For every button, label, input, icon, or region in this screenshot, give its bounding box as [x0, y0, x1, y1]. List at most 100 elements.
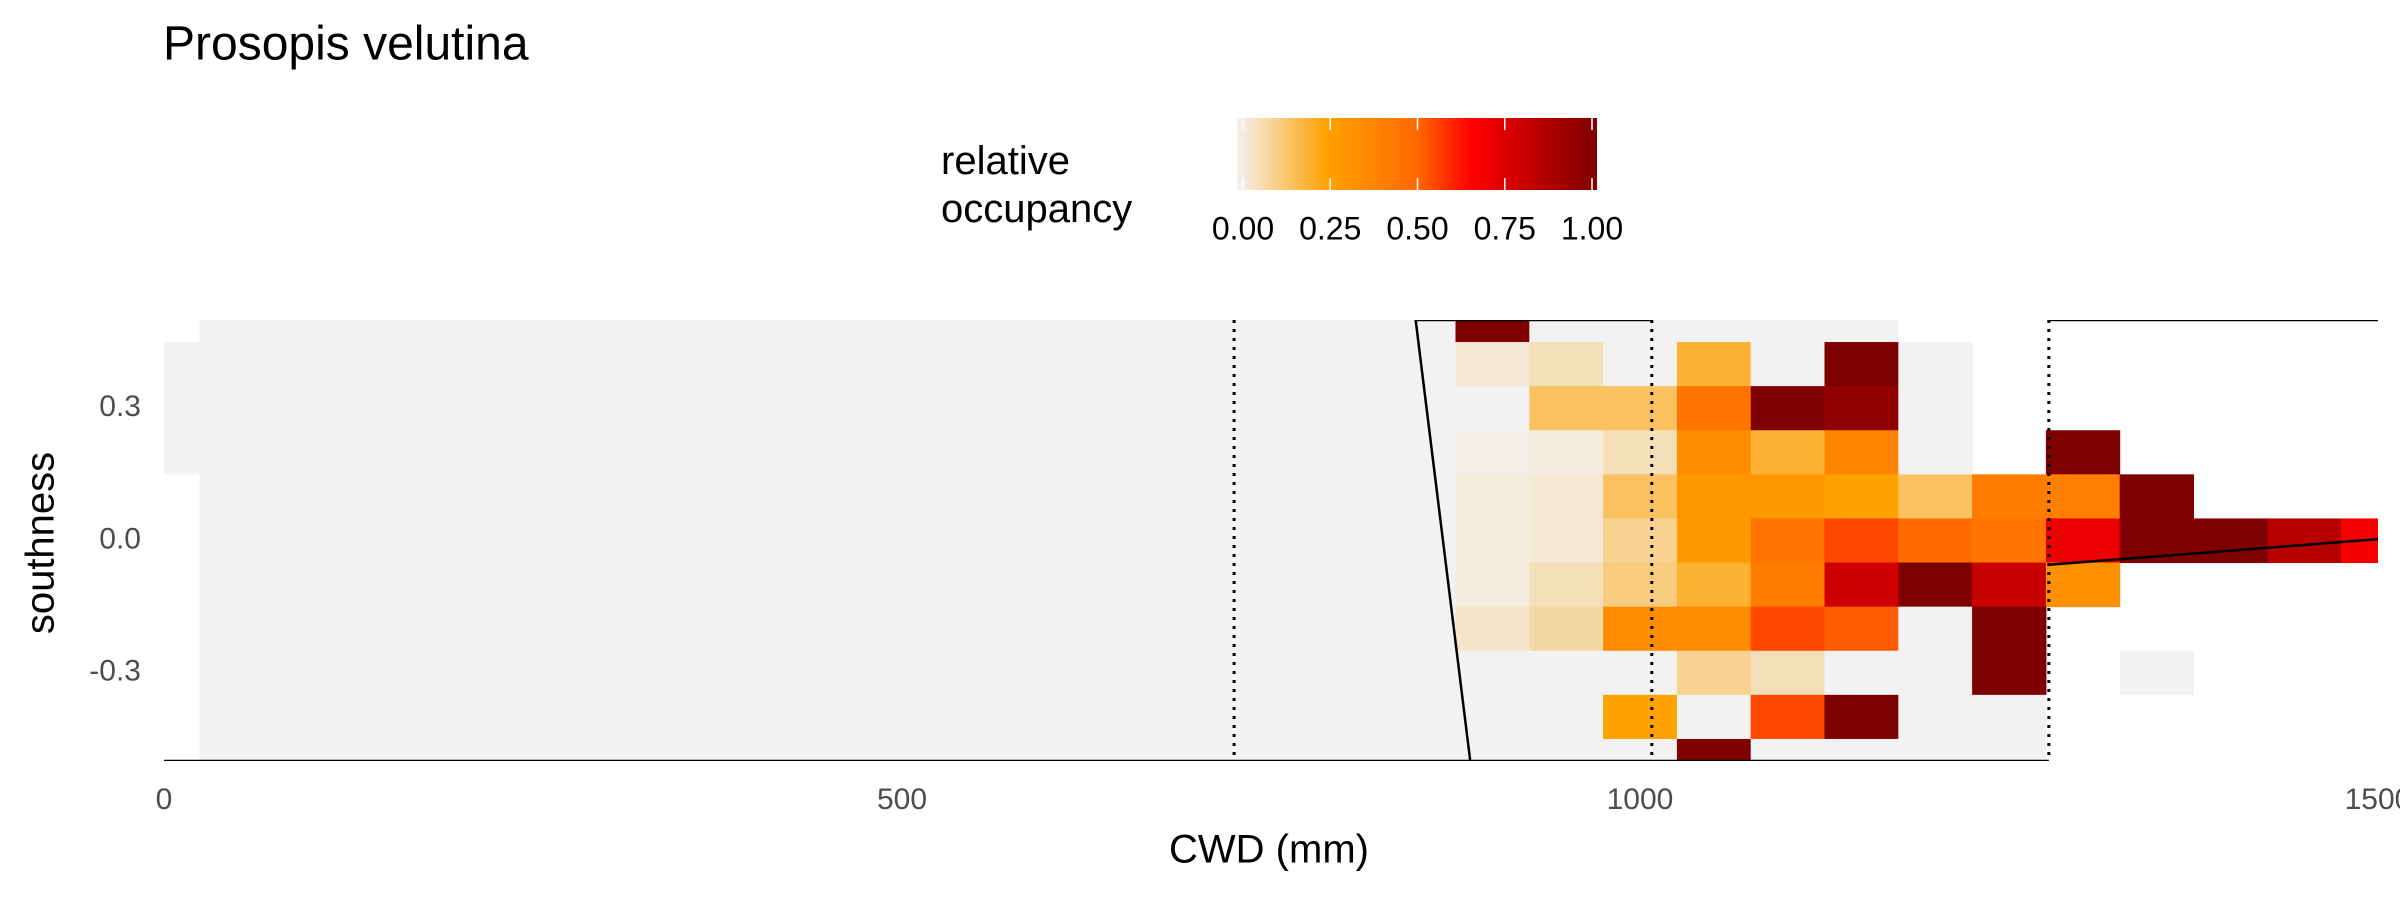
- heatmap-cell: [1824, 430, 1899, 475]
- heatmap-cell: [1898, 694, 1973, 740]
- heatmap-cell: [1529, 650, 1604, 696]
- heatmap-cell: [1898, 474, 1973, 519]
- heatmap-cell: [1750, 474, 1825, 519]
- heatmap-cell: [1603, 430, 1678, 475]
- heatmap-cell: [1824, 474, 1899, 519]
- legend-tick-label: 0.00: [1212, 210, 1274, 246]
- heatmap-block: [164, 342, 200, 475]
- heatmap-cell: [1750, 386, 1825, 431]
- heatmap-cell: [1972, 650, 2047, 696]
- heatmap-cell: [1529, 518, 1604, 564]
- heatmap-cell: [1898, 342, 1973, 387]
- boundary-line: [2048, 537, 2378, 567]
- heatmap-cell: [1750, 650, 1825, 696]
- heatmap-cell: [1603, 386, 1678, 431]
- heatmap-cell: [1824, 606, 1899, 652]
- heatmap-cell: [1455, 606, 1530, 652]
- heatmap-cell: [1603, 738, 1678, 761]
- heatmap-cell: [1898, 606, 1973, 652]
- heatmap-cell: [2045, 474, 2121, 519]
- heatmap-cell: [1603, 342, 1678, 387]
- x-tick-label: 1500: [2345, 783, 2400, 816]
- heatmap-cell: [1603, 474, 1678, 519]
- heatmap-cell: [1603, 650, 1678, 696]
- heatmap-cell: [1603, 606, 1678, 652]
- heatmap-cell: [1529, 320, 1604, 343]
- heatmap-cell: [1750, 562, 1825, 608]
- heatmap-cell: [1972, 518, 2047, 564]
- y-tick-label: 0.3: [99, 390, 141, 423]
- legend-title: relative occupancy: [941, 139, 1132, 231]
- heatmap-cell: [1898, 650, 1973, 696]
- heatmap-cell: [2119, 650, 2194, 696]
- boundary-line: [1414, 320, 1472, 761]
- heatmap-cell: [1898, 430, 1973, 475]
- heatmap-cell: [2267, 518, 2342, 564]
- heatmap-cell: [1824, 518, 1899, 564]
- heatmap-cell: [1455, 738, 1530, 761]
- heatmap-cell: [2045, 518, 2121, 564]
- heatmap-cell: [1603, 694, 1678, 740]
- heatmap-cell: [1824, 562, 1899, 608]
- heatmap-cell: [1750, 606, 1825, 652]
- heatmap-cell: [1972, 562, 2047, 608]
- heatmap-cell: [1455, 342, 1530, 387]
- heatmap-cell: [1676, 342, 1752, 387]
- legend-tick-label: 0.75: [1474, 210, 1536, 246]
- heatmap-cell: [1529, 430, 1604, 475]
- x-tick-label: 0: [156, 783, 173, 816]
- heatmap-cell: [1750, 518, 1825, 564]
- heatmap-cell: [1529, 562, 1604, 608]
- x-tick-label: 1000: [1607, 783, 1674, 816]
- heatmap-cell: [1676, 320, 1752, 343]
- heatmap-cell: [1750, 320, 1825, 343]
- y-tick-label: -0.3: [89, 655, 141, 688]
- heatmap-cell: [1603, 562, 1678, 608]
- heatmap-cell: [1455, 320, 1530, 343]
- chart-title: Prosopis velutina: [163, 18, 529, 71]
- heatmap-cell: [1750, 738, 1825, 761]
- heatmap-cell: [1898, 518, 1973, 564]
- heatmap-cell: [1676, 386, 1752, 431]
- heatmap-cell: [1529, 606, 1604, 652]
- x-axis-title: CWD (mm): [1169, 828, 1369, 872]
- y-axis-title: southness: [19, 452, 63, 634]
- heatmap-cell: [1676, 738, 1752, 761]
- heatmap-cell: [1972, 738, 2047, 761]
- heatmap-cell: [1898, 562, 1973, 608]
- heatmap-cell: [1972, 694, 2047, 740]
- heatmap-cell: [2045, 430, 2121, 475]
- plot-area: [164, 320, 2378, 761]
- heatmap-cell: [2193, 518, 2268, 564]
- heatmap-cell: [1529, 694, 1604, 740]
- heatmap-cell: [1676, 518, 1752, 564]
- heatmap-cell: [1750, 342, 1825, 387]
- heatmap-cell: [1898, 386, 1973, 431]
- heatmap-cell: [1455, 386, 1530, 431]
- heatmap-cell: [2119, 474, 2194, 519]
- heatmap-cell: [1455, 474, 1530, 519]
- heatmap-cell: [1898, 738, 1973, 761]
- heatmap-cell: [1676, 562, 1752, 608]
- heatmap-cell: [1676, 694, 1752, 740]
- legend-tick-label: 0.50: [1386, 210, 1448, 246]
- heatmap-cell: [1455, 650, 1530, 696]
- heatmap-cell: [1529, 738, 1604, 761]
- heatmap-cell: [1455, 518, 1530, 564]
- heatmap-cell: [1529, 474, 1604, 519]
- legend-tick-label: 0.25: [1299, 210, 1361, 246]
- heatmap-cell: [1824, 650, 1899, 696]
- heatmap-cell: [1972, 474, 2047, 519]
- heatmap-cell: [1824, 342, 1899, 387]
- heatmap-cell: [1603, 320, 1678, 343]
- heatmap-cell: [1750, 694, 1825, 740]
- heatmap-cell: [1824, 320, 1899, 343]
- heatmap-cell: [1603, 518, 1678, 564]
- heatmap-cell: [1676, 474, 1752, 519]
- heatmap-cell: [1455, 562, 1530, 608]
- heatmap-cell: [1676, 650, 1752, 696]
- heatmap-cell: [1676, 606, 1752, 652]
- heatmap-cell: [1824, 694, 1899, 740]
- heatmap-block: [199, 320, 1456, 761]
